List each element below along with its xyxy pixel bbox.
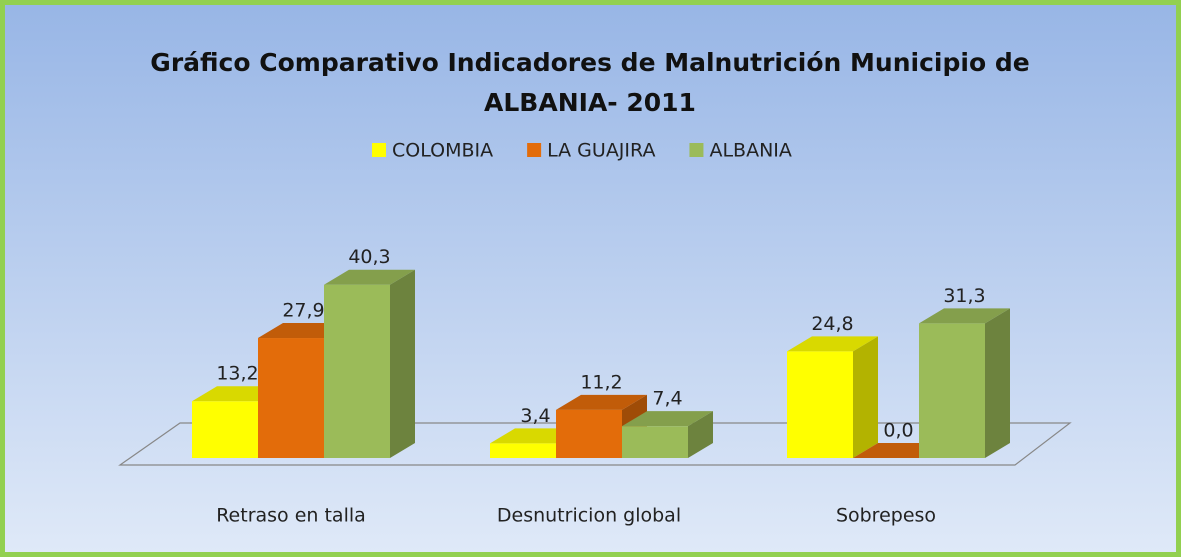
legend-label: COLOMBIA [392,140,493,162]
data-label: 3,4 [520,405,550,427]
bar-top [787,336,878,352]
bar-side [390,269,415,458]
x-tick-label: Desnutricion global [497,505,681,527]
bar [324,284,390,458]
data-label: 7,4 [652,388,682,410]
x-tick-label: Retraso en talla [216,505,366,527]
bar [919,323,985,458]
chart-title: Gráfico Comparativo Indicadores de Malnu… [150,48,1030,117]
bar-top [919,308,1010,324]
legend-swatch [372,143,386,157]
bar [787,351,853,458]
chart: COLOMBIA LA GUAJIRA ALBANIA Retraso en tall… [118,140,1072,527]
legend-swatch [689,143,704,157]
x-tick-label: Sobrepeso [836,505,936,527]
data-label: 0,0 [883,420,913,442]
bar [622,426,688,458]
bar-side [688,411,713,458]
legend-label: ALBANIA [709,140,791,162]
legend-label: LA GUAJIRA [547,140,655,162]
bar [490,443,556,458]
bar [556,409,622,458]
bar-top [622,411,713,427]
bar-side [853,336,878,458]
data-label: 40,3 [348,246,390,268]
data-label: 11,2 [580,371,622,393]
floor [118,422,1072,466]
bar-side [985,308,1010,458]
legend-swatch [527,143,542,157]
data-label: 24,8 [811,313,853,335]
bar-top [556,394,647,410]
data-label: 31,3 [943,285,985,307]
data-label: 27,9 [282,300,324,322]
bar [192,401,258,458]
data-label: 13,2 [216,363,258,385]
bar [258,338,324,458]
bar-top [324,269,415,285]
